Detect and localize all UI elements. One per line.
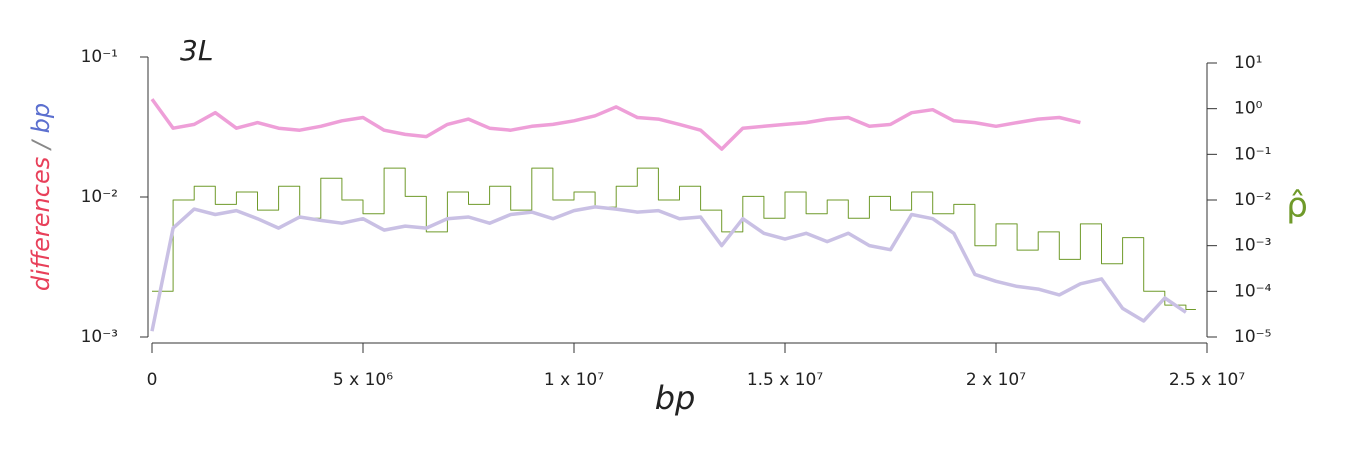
x-tick-label: 1 x 10⁷ — [544, 370, 604, 390]
y2-tick-label: 10⁰ — [1234, 99, 1263, 119]
chart-title: 3L — [180, 34, 213, 67]
line — [150, 205, 1187, 332]
x-tick-label: 1.5 x 10⁷ — [747, 370, 824, 390]
y-axis-label: differences / bp — [27, 103, 55, 291]
x-tick-label: 5 x 10⁶ — [333, 370, 393, 390]
line — [152, 99, 1123, 149]
y2-tick-label: 10⁻² — [1234, 190, 1271, 210]
y2-tick-label: 10⁻⁵ — [1234, 327, 1271, 347]
x-axis-label: bp — [655, 379, 696, 417]
y-tick-label: 10⁻² — [81, 187, 118, 207]
x-tick-label: 2.5 x 10⁷ — [1169, 370, 1246, 390]
y2-tick-label: 10⁻⁴ — [1234, 281, 1272, 301]
x-tick-label: 2 x 10⁷ — [966, 370, 1026, 390]
y2-tick-label: 10¹ — [1234, 53, 1262, 73]
y-tick-label: 10⁻¹ — [81, 47, 118, 67]
y2-tick-label: 10⁻³ — [1234, 236, 1271, 256]
y-tick-label: 10⁻³ — [81, 327, 118, 347]
x-tick-label: 0 — [147, 370, 158, 390]
y-label-part: bp — [27, 103, 55, 133]
y-label-part: differences — [27, 157, 55, 291]
step-line — [152, 167, 1196, 310]
y-label-part: / — [27, 138, 55, 151]
y2-tick-label: 10⁻¹ — [1234, 144, 1271, 164]
y2-axis-label: ρ̂ — [1286, 186, 1308, 226]
